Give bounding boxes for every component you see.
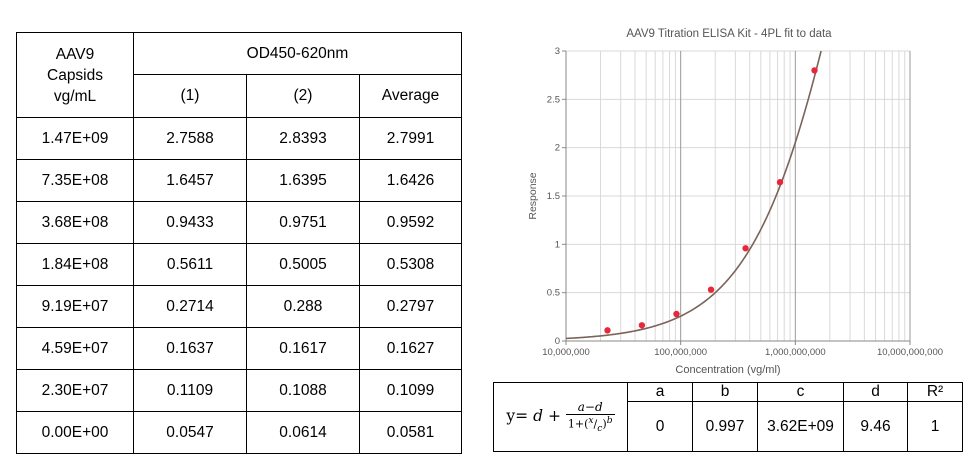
rep1-cell: 0.9433 [133,201,247,244]
rep2-cell: 0.1088 [246,369,360,412]
average-cell: 0.5308 [358,243,463,286]
equation-d: d [533,407,544,425]
data-point [604,327,611,334]
average-cell: 0.1099 [358,369,463,412]
x-tick-label: 10,000,000,000 [877,347,943,358]
rep2-cell: 0.5005 [246,243,360,286]
capsids-header: AAV9 Capsids vg/mL [16,32,134,118]
data-table: AAV9 Capsids vg/mL OD450-620nm (1) (2) A… [16,32,463,454]
param-header-d: d [843,382,908,402]
fit-curve [565,50,822,340]
equation-numerator: a−d [565,400,615,416]
data-point [673,310,680,318]
param-header-c: c [757,382,844,402]
data-point [811,67,818,74]
table-row: 0.00E+00 0.0547 0.0614 0.0581 [16,411,463,454]
capsids-cell: 4.59E+07 [16,327,134,370]
average-cell: 1.6426 [358,159,463,202]
rep1-cell: 1.6457 [133,159,247,202]
data-point [638,322,646,329]
chart-title: AAV9 Titration ELISA Kit - 4PL fit to da… [626,28,832,40]
data-point [742,245,749,252]
param-value-d: 9.46 [843,401,908,452]
average-cell: 0.0581 [358,411,463,454]
param-value-r2: 1 [907,401,963,452]
capsids-cell: 1.84E+08 [16,243,134,286]
y-tick-label: 0 [555,336,560,347]
y-tick-label: 0.5 [547,288,560,299]
rep1-cell: 0.5611 [133,243,247,286]
rep2-cell: 0.288 [246,285,360,328]
chart-axes: 0 0.5 1 1.5 2 2.5 3 10,000,000 100,000,000 1,000,… [542,46,943,358]
rep1-cell: 0.1637 [133,327,247,370]
rep1-cell: 2.7588 [133,117,247,160]
table-row: 1.84E+08 0.5611 0.5005 0.5308 [16,243,463,286]
table-row: 7.35E+08 1.6457 1.6395 1.6426 [16,159,463,202]
capsids-cell: 2.30E+07 [16,369,134,412]
average-cell: 0.2797 [358,285,463,328]
equation-prefix: y= [506,407,534,425]
y-tick-label: 2 [555,143,560,154]
x-tick-label: 100,000,000 [654,347,707,358]
average-header: Average [358,74,463,118]
x-tick-label: 1,000,000,000 [765,347,826,358]
rep1-cell: 0.0547 [133,411,247,454]
rep2-cell: 1.6395 [246,159,360,202]
average-cell: 0.9592 [358,201,463,244]
rep2-header: (2) [246,74,360,118]
rep2-cell: 0.0614 [246,411,360,454]
fit-equation: y= d + a−d 1+(x/c)b [493,382,628,452]
param-value-a: 0 [627,401,693,452]
od-group-header: OD450-620nm [132,32,463,75]
param-value-b: 0.997 [692,401,758,452]
param-header-b: b [692,382,758,402]
average-cell: 2.7991 [358,117,463,160]
rep1-header: (1) [133,74,247,118]
rep1-cell: 0.2714 [133,285,247,328]
rep1-cell: 0.1109 [133,369,247,412]
y-axis-label: Response [527,172,539,219]
equation-fraction: a−d 1+(x/c)b [565,400,615,434]
capsids-cell: 3.68E+08 [16,201,134,244]
equation-plus: + [543,407,566,425]
data-points [604,67,818,334]
capsids-cell: 1.47E+09 [16,117,134,160]
rep2-cell: 2.8393 [246,117,360,160]
param-header-a: a [627,382,693,402]
param-value-c: 3.62E+09 [757,401,844,452]
y-tick-label: 1.5 [547,191,560,202]
table-row: 1.47E+09 2.7588 2.8393 2.7991 [16,117,463,160]
data-point [707,286,715,293]
y-tick-label: 1 [555,239,560,250]
average-cell: 0.1627 [358,327,463,370]
y-tick-label: 3 [555,46,560,57]
table-row: 9.19E+07 0.2714 0.288 0.2797 [16,285,463,328]
fit-parameters-table: y= d + a−d 1+(x/c)b a b c d R² 0 0.997 3.… [493,382,963,452]
data-point [776,179,784,186]
param-header-r2: R² [907,382,963,402]
x-axis-label: Concentration (vg/ml) [675,364,780,376]
titration-chart: AAV9 Titration ELISA Kit - 4PL fit to da… [527,28,943,376]
rep2-cell: 0.1617 [246,327,360,370]
x-tick-label: 10,000,000 [542,347,590,358]
equation-denominator: 1+(x/c)b [567,415,613,434]
table-row: 4.59E+07 0.1637 0.1617 0.1627 [16,327,463,370]
capsids-cell: 0.00E+00 [16,411,134,454]
capsids-cell: 7.35E+08 [16,159,134,202]
capsids-cell: 9.19E+07 [16,285,134,328]
y-tick-label: 2.5 [547,94,560,105]
data-table-body: 1.47E+09 2.7588 2.8393 2.7991 7.35E+08 1.6457… [16,117,463,454]
chart-grid [565,50,911,342]
table-row: 2.30E+07 0.1109 0.1088 0.1099 [16,369,463,412]
rep2-cell: 0.9751 [246,201,360,244]
table-row: 3.68E+08 0.9433 0.9751 0.9592 [16,201,463,244]
